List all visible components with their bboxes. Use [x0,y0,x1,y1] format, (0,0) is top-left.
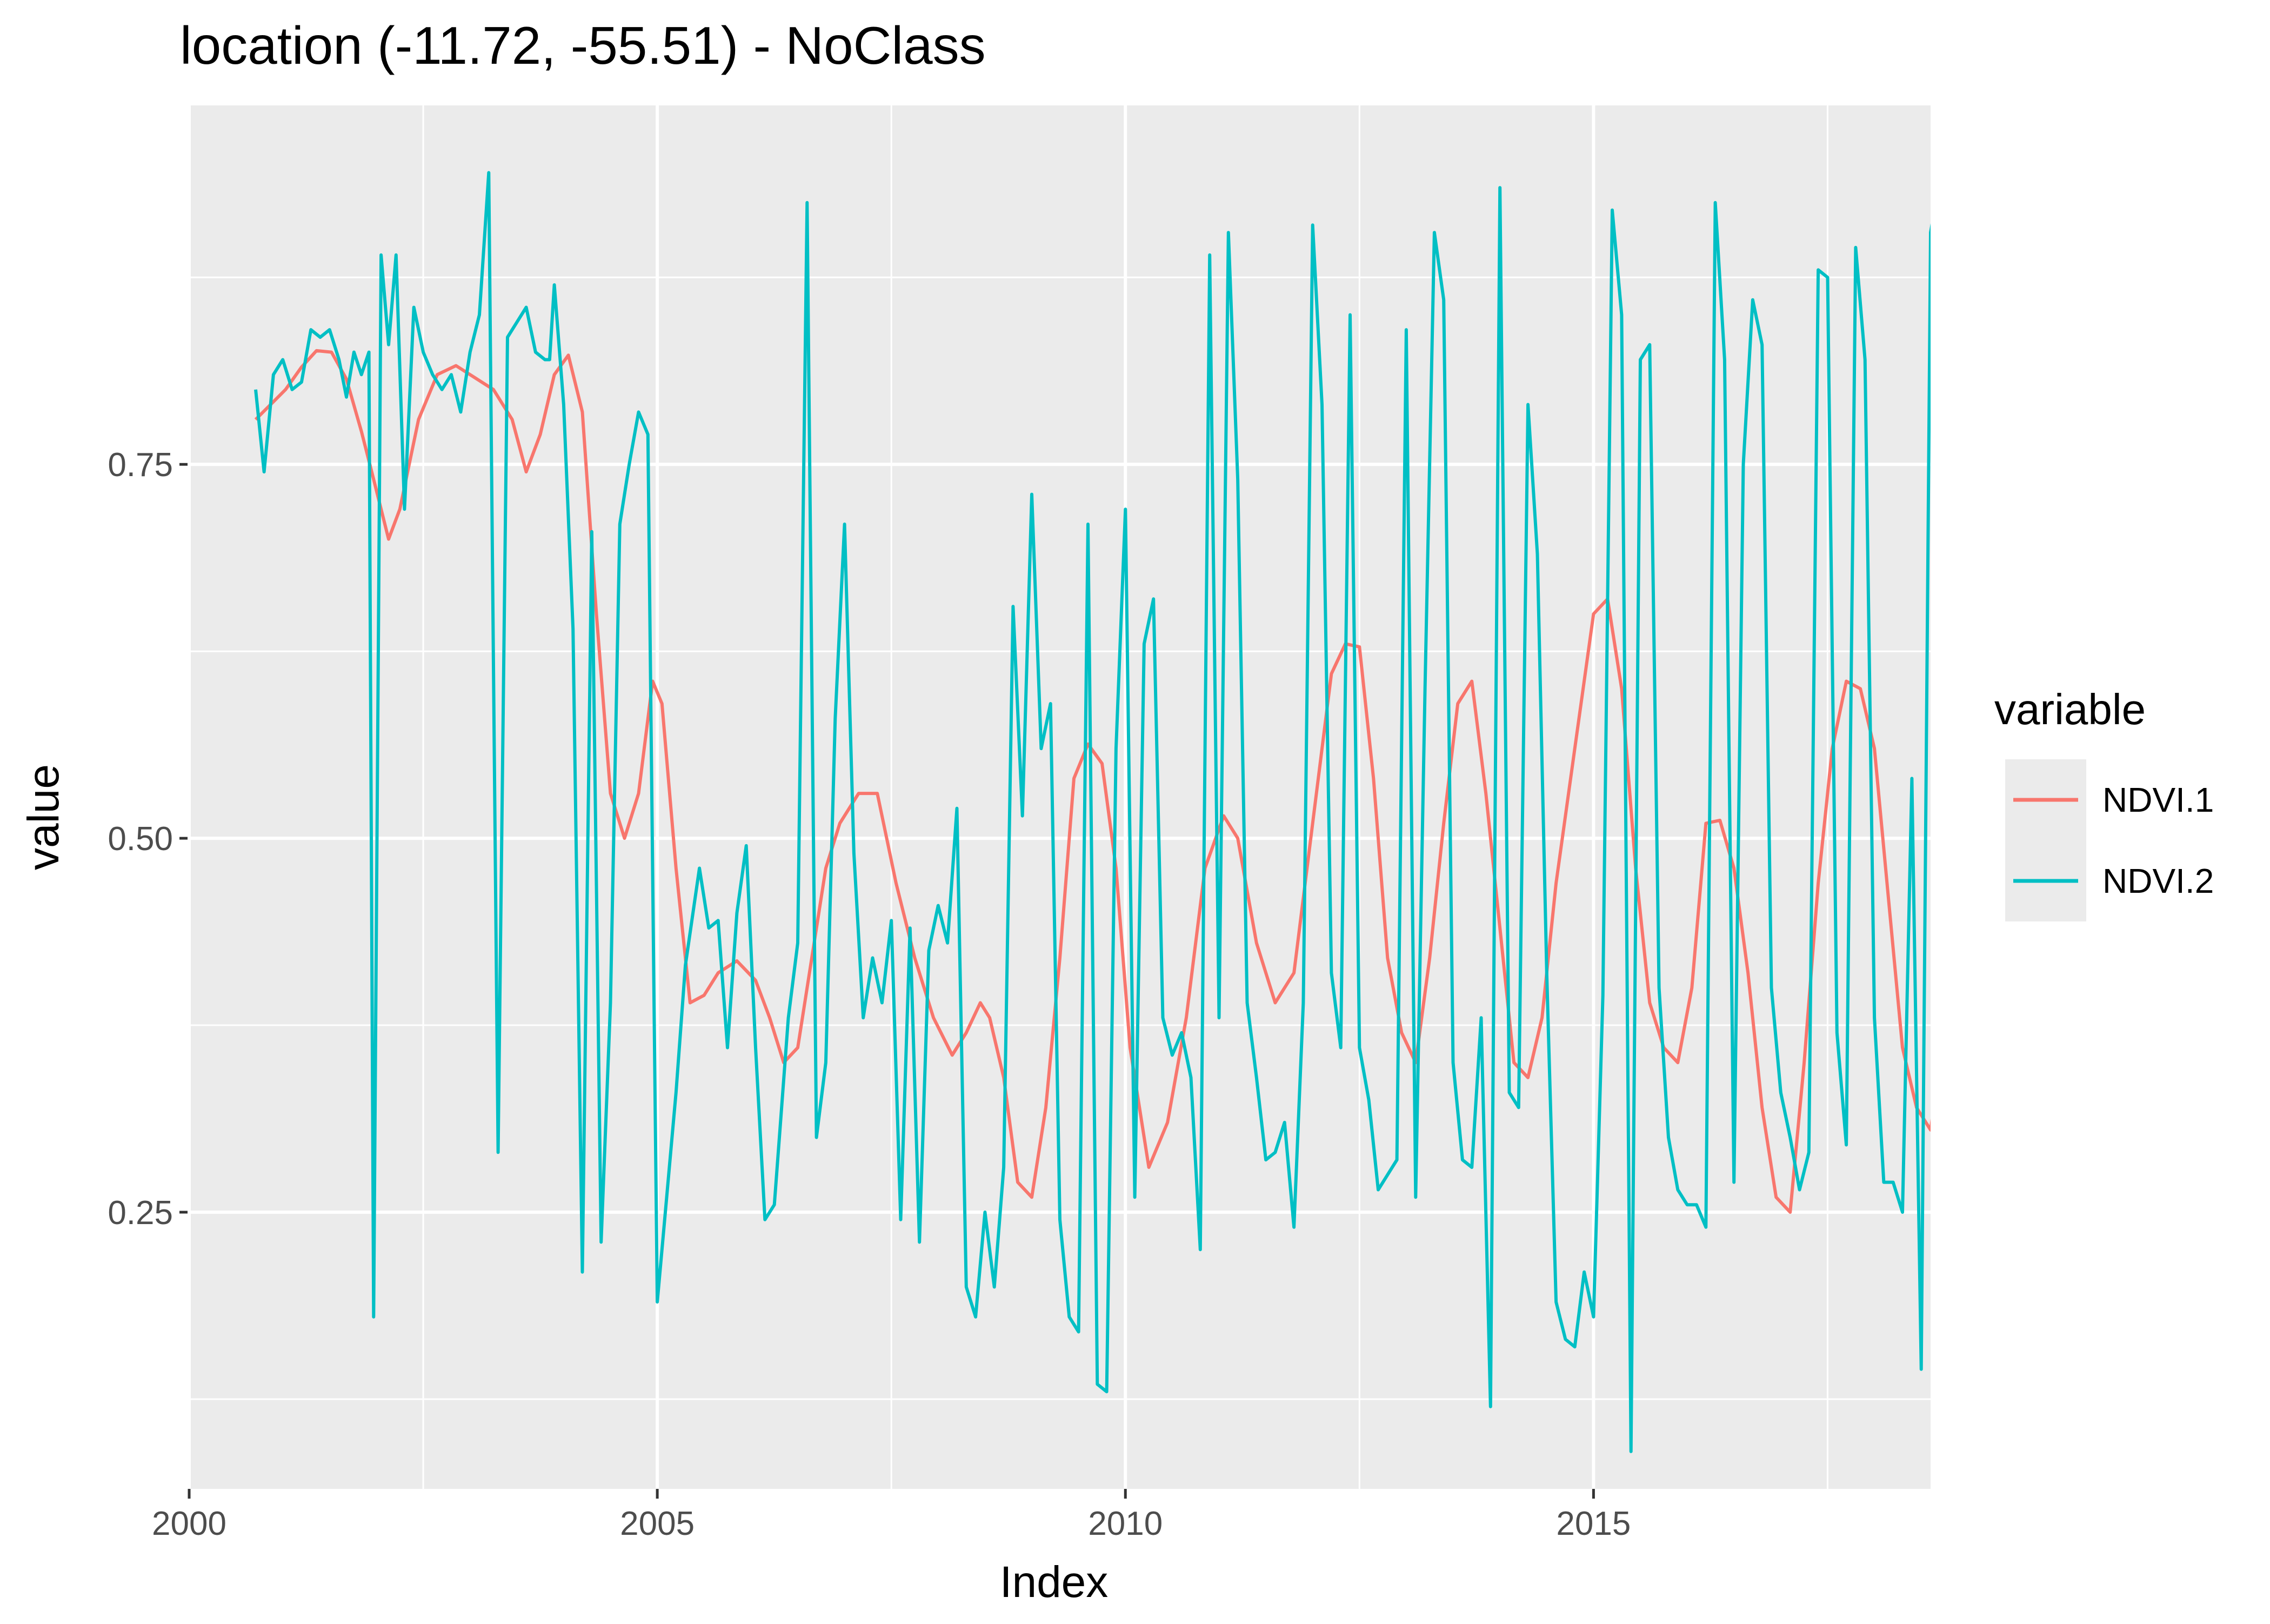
x-tick-label: 2000 [152,1505,226,1542]
legend-label: NDVI.2 [2102,861,2214,900]
series-line-ndvi-2 [254,171,1931,1453]
legend: NDVI.1 NDVI.2 [2005,759,2214,921]
legend-title: variable [1994,685,2146,733]
y-tick-label: 0.75 [108,446,173,484]
y-tick-label: 0.25 [108,1194,173,1232]
x-tick-label: 2015 [1556,1505,1631,1542]
y-tick-label: 0.50 [108,820,173,858]
chart-title: location (-11.72, -55.51) - NoClass [180,16,986,75]
legend-label: NDVI.1 [2102,780,2214,819]
x-axis-label: Index [1000,1558,1109,1607]
plot-panel [189,105,1931,1489]
x-tick-label: 2005 [620,1505,695,1542]
x-tick-label: 2010 [1088,1505,1163,1542]
y-axis-label: value [19,764,68,870]
